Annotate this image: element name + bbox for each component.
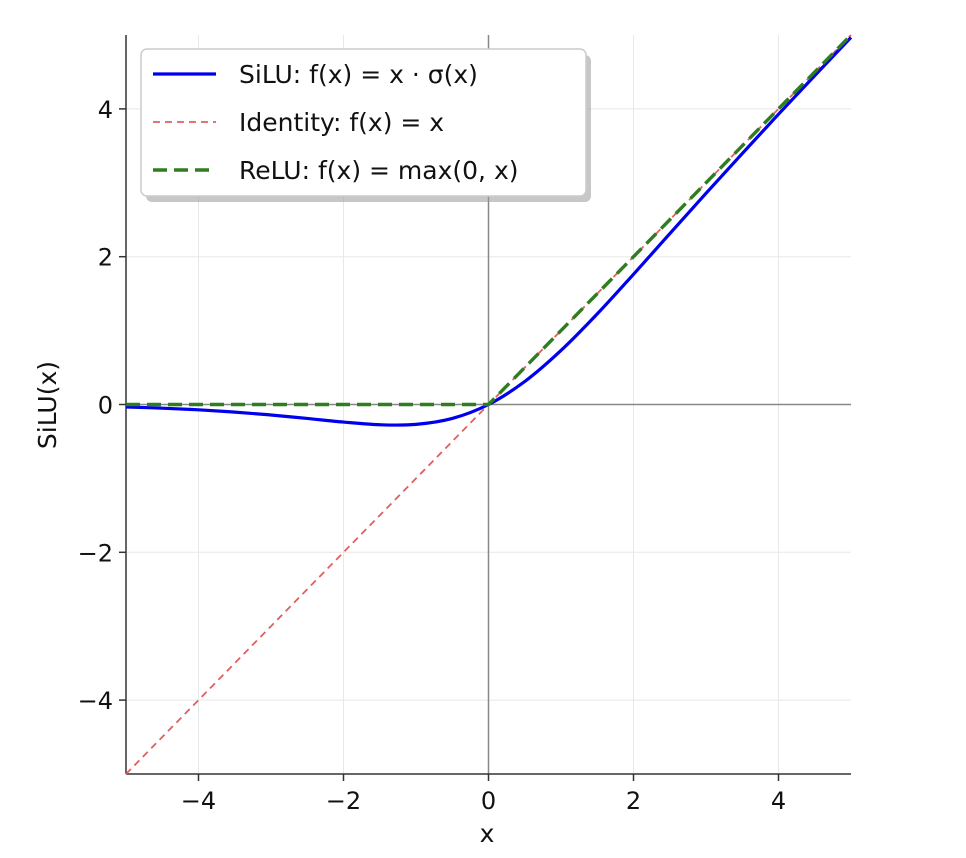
legend-box <box>140 48 587 197</box>
x-tick-label: −2 <box>326 787 361 815</box>
x-tick-label: 0 <box>481 787 496 815</box>
tick-labels: −4 −2 0 2 4 −4 −2 0 2 4 <box>78 96 787 815</box>
legend-label-identity: Identity: f(x) = x <box>239 108 444 137</box>
legend: SiLU: f(x) = x · σ(x) Identity: f(x) = x R… <box>140 48 591 202</box>
y-tick-label: 0 <box>98 392 113 420</box>
y-tick-label: 2 <box>98 244 113 272</box>
y-tick-label: −4 <box>78 687 113 715</box>
y-tick-label: −2 <box>78 539 113 567</box>
x-tick-label: −4 <box>181 787 216 815</box>
legend-label-relu: ReLU: f(x) = max(0, x) <box>239 156 519 185</box>
y-tick-label: 4 <box>98 96 113 124</box>
y-axis-title: SiLU(x) <box>33 361 62 449</box>
x-tick-label: 2 <box>626 787 641 815</box>
series-lines <box>125 33 853 775</box>
legend-label-silu: SiLU: f(x) = x · σ(x) <box>239 60 478 89</box>
x-tick-label: 4 <box>771 787 786 815</box>
x-axis-title: x <box>480 819 495 848</box>
relu-line <box>126 33 853 407</box>
